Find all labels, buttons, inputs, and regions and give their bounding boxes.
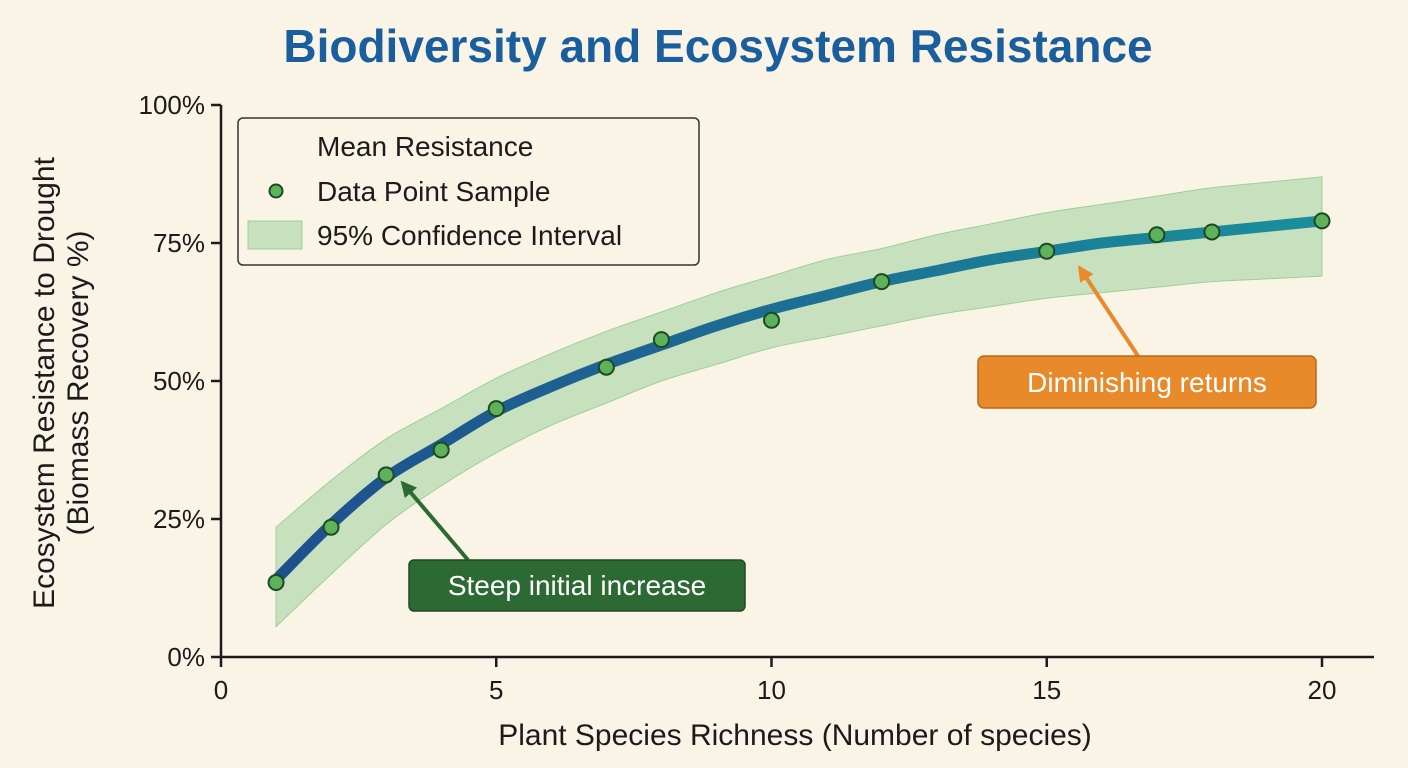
- data-point: [377, 466, 395, 484]
- data-point: [267, 573, 285, 591]
- arrow-diminishing-returns: [1078, 265, 1140, 358]
- data-point: [322, 518, 340, 536]
- legend-point-swatch: [268, 183, 284, 199]
- annotation-diminishing-returns: Diminishing returns: [977, 265, 1317, 409]
- data-point: [1148, 226, 1166, 244]
- x-tick-label: 10: [757, 675, 786, 705]
- label-box-steep-increase: [408, 559, 746, 612]
- data-point: [432, 441, 450, 459]
- x-tick-label: 5: [489, 675, 503, 705]
- legend-label-points: Data Point Sample: [317, 176, 550, 207]
- label-steep-increase: Steep initial increase: [448, 570, 706, 601]
- y-axis-ticks: 0% 25% 50% 75% 100%: [139, 90, 221, 672]
- data-point: [487, 400, 505, 418]
- data-point: [1038, 242, 1056, 260]
- annotation-steep-increase: Steep initial increase: [400, 480, 746, 612]
- data-point: [1313, 212, 1331, 230]
- data-point: [597, 358, 615, 376]
- x-tick-label: 15: [1032, 675, 1061, 705]
- y-tick-label: 50%: [153, 366, 205, 396]
- y-tick-label: 75%: [153, 228, 205, 258]
- chart-title: Biodiversity and Ecosystem Resistance: [283, 20, 1152, 72]
- label-box-diminishing-returns: [977, 355, 1317, 409]
- confidence-interval-band: [275, 176, 1323, 628]
- y-axis-label-line1: Ecosystem Resistance to Drought: [28, 156, 61, 609]
- y-tick-label: 25%: [153, 504, 205, 534]
- legend: Mean Resistance Data Point Sample 95% Co…: [237, 117, 700, 266]
- y-tick-label: 0%: [167, 642, 205, 672]
- arrow-steep-increase: [400, 480, 470, 562]
- y-tick-label: 100%: [139, 90, 206, 120]
- x-tick-label: 0: [214, 675, 228, 705]
- data-point: [873, 273, 891, 291]
- legend-box: [237, 117, 700, 266]
- label-diminishing-returns: Diminishing returns: [1027, 367, 1267, 398]
- legend-label-mean: Mean Resistance: [317, 131, 533, 162]
- x-tick-label: 20: [1308, 675, 1337, 705]
- legend-band-swatch: [247, 220, 303, 250]
- legend-label-ci: 95% Confidence Interval: [317, 220, 622, 251]
- data-point: [763, 311, 780, 329]
- data-points: [267, 212, 1331, 591]
- data-point: [1203, 223, 1221, 241]
- y-axis-label-line2: (Biomass Recovery %): [62, 230, 95, 535]
- x-axis-ticks: 0 5 10 15 20: [214, 657, 1337, 705]
- data-point: [652, 331, 670, 349]
- y-axis-label-group: Ecosystem Resistance to Drought (Biomass…: [28, 156, 95, 609]
- x-axis-label: Plant Species Richness (Number of specie…: [498, 719, 1092, 752]
